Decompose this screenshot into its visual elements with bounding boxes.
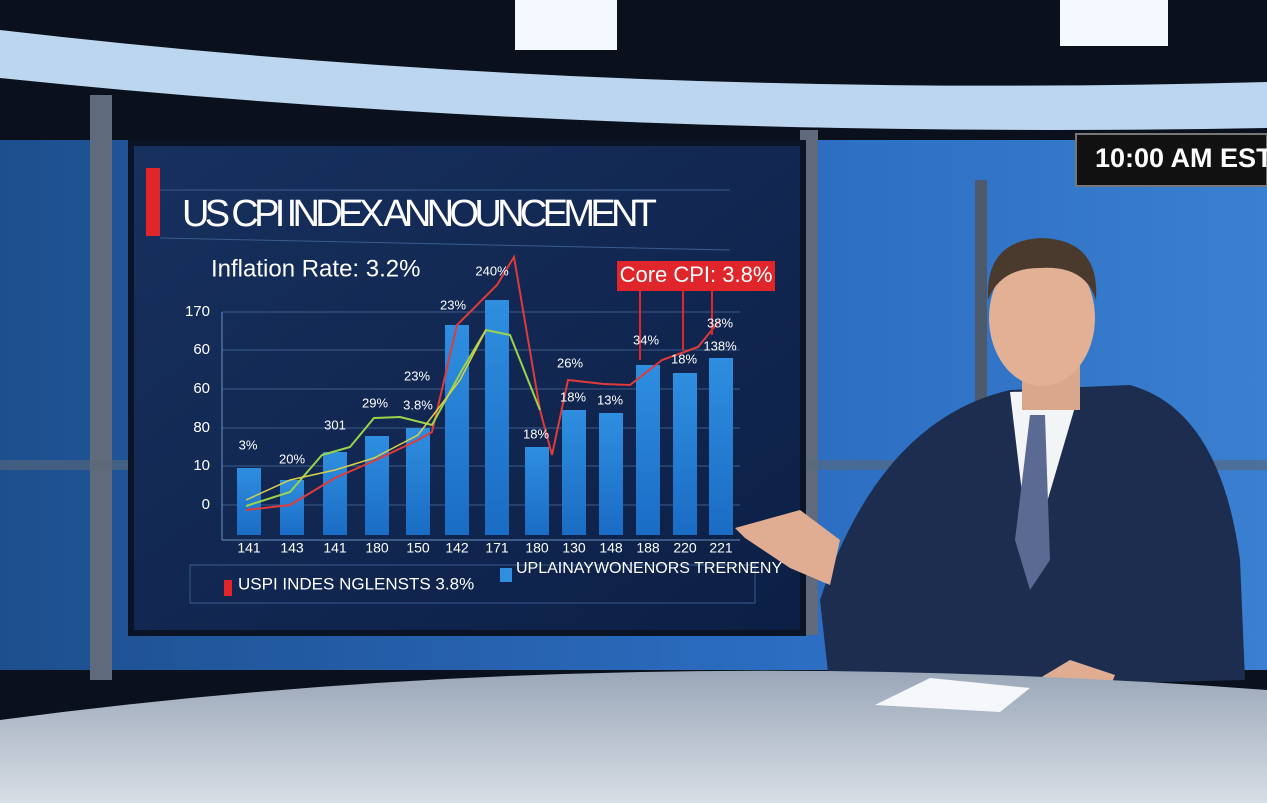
bar bbox=[709, 358, 733, 535]
screen-title: US CPI INDEX ANNOUNCEMENT bbox=[182, 193, 657, 235]
bar bbox=[636, 365, 660, 535]
pillar bbox=[90, 95, 112, 680]
x-axis-label: 142 bbox=[445, 540, 469, 556]
data-label: 138% bbox=[703, 338, 737, 353]
x-axis-label: 171 bbox=[485, 540, 509, 556]
bar bbox=[406, 428, 430, 535]
y-axis-label: 80 bbox=[193, 419, 210, 436]
bar bbox=[562, 410, 586, 535]
ceiling-ring bbox=[0, 30, 1267, 130]
studio-light bbox=[1060, 0, 1168, 46]
data-label: 18% bbox=[523, 426, 549, 441]
legend-box bbox=[189, 564, 756, 604]
data-label: 34% bbox=[633, 332, 659, 347]
bar bbox=[323, 452, 347, 535]
legend-label: UPLAINAYWONENORS TRERNENY bbox=[516, 560, 782, 577]
face bbox=[989, 250, 1095, 386]
x-axis-label: 143 bbox=[280, 540, 304, 556]
x-axis-label: 188 bbox=[636, 540, 660, 556]
data-label: 3.8% bbox=[403, 397, 433, 412]
anchor bbox=[735, 238, 1245, 705]
paper bbox=[875, 678, 1030, 712]
data-label: 301 bbox=[324, 417, 346, 432]
red-line bbox=[245, 254, 721, 511]
data-label: 240% bbox=[475, 263, 509, 278]
bar bbox=[673, 373, 697, 535]
bar bbox=[599, 413, 623, 535]
callout: Core CPI: 3.8% bbox=[620, 262, 773, 287]
x-axis-label: 150 bbox=[406, 540, 430, 556]
hand bbox=[735, 510, 840, 585]
data-label: 20% bbox=[279, 451, 305, 466]
y-axis-label: 10 bbox=[193, 457, 210, 474]
x-axis-label: 220 bbox=[673, 540, 697, 556]
x-axis-label: 141 bbox=[323, 540, 347, 556]
data-label: 3% bbox=[239, 437, 258, 452]
x-axis-label: 221 bbox=[709, 540, 733, 556]
y-axis-label: 60 bbox=[193, 341, 210, 358]
rule bbox=[159, 237, 731, 251]
y-axis-label: 170 bbox=[185, 303, 210, 320]
x-axis-label: 148 bbox=[599, 540, 623, 556]
clock: 10:00 AM EST bbox=[1095, 143, 1267, 173]
legend-swatch bbox=[224, 580, 232, 596]
bar bbox=[445, 325, 469, 535]
bar bbox=[485, 300, 509, 535]
legend-swatch bbox=[500, 568, 512, 582]
data-label: 18% bbox=[671, 351, 697, 366]
title-accent bbox=[146, 168, 160, 236]
bar bbox=[365, 436, 389, 535]
bar bbox=[525, 447, 549, 535]
data-label: 13% bbox=[597, 392, 623, 407]
callout-box bbox=[617, 261, 775, 291]
x-axis-label: 180 bbox=[525, 540, 549, 556]
studio-light bbox=[515, 0, 617, 50]
x-axis-label: 180 bbox=[365, 540, 389, 556]
subtitle: Inflation Rate: 3.2% bbox=[211, 255, 420, 282]
data-label: 26% bbox=[557, 355, 583, 370]
green-line bbox=[245, 328, 541, 507]
yellow-line bbox=[245, 329, 487, 501]
data-label: 23% bbox=[404, 368, 430, 383]
data-label: 18% bbox=[560, 389, 586, 404]
x-axis-label: 130 bbox=[562, 540, 586, 556]
y-axis-label: 0 bbox=[202, 496, 210, 513]
data-label: 23% bbox=[440, 297, 466, 312]
data-label: 38% bbox=[707, 315, 733, 330]
clock-box bbox=[1075, 133, 1267, 187]
tie bbox=[1015, 415, 1050, 590]
x-axis-label: 141 bbox=[237, 540, 261, 556]
hair bbox=[987, 238, 1097, 300]
legend-label: USPI INDES NGLENSTS 3.8% bbox=[238, 574, 474, 593]
data-label: 29% bbox=[362, 395, 388, 410]
y-axis-label: 60 bbox=[193, 380, 210, 397]
